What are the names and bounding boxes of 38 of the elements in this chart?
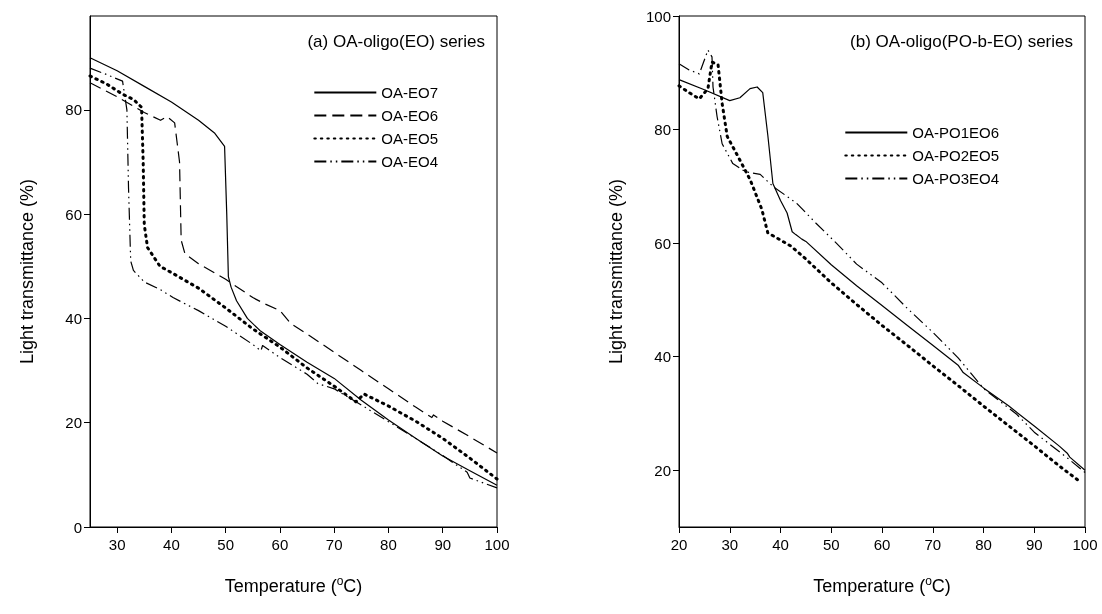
y-tick-label: 80	[654, 121, 671, 139]
legend-label: OA-PO2EO5	[912, 147, 1000, 164]
y-tick-label: 20	[65, 414, 82, 432]
x-tick-label: 100	[1072, 536, 1098, 553]
x-tick-label: 40	[772, 536, 789, 553]
y-tick-label: 60	[65, 205, 82, 223]
legend-label: OA-EO6	[381, 107, 439, 124]
y-tick-label: 40	[654, 348, 671, 366]
legend-label: OA-EO4	[381, 153, 439, 170]
legend-label: OA-EO7	[381, 84, 439, 101]
y-tick-label: 100	[645, 7, 671, 25]
x-tick-label: 100	[484, 536, 510, 553]
text: (a) OA-oligo(EO) series	[307, 32, 486, 51]
y-tick-label: 0	[73, 518, 82, 536]
y-tick-label: 60	[654, 234, 671, 252]
x-tick-label: 80	[380, 536, 397, 553]
x-tick-label: 90	[434, 536, 452, 553]
text: (b) OA-oligo(PO-b-EO) series	[850, 32, 1073, 51]
x-tick-label: 60	[271, 536, 289, 553]
y-axis-title: Light transmittance (%)	[17, 178, 37, 365]
y-tick-label: 40	[65, 309, 82, 327]
legend-label: OA-PO1EO6	[912, 124, 1000, 141]
x-tick-label: 70	[924, 536, 942, 553]
x-tick-label: 80	[975, 536, 992, 553]
x-tick-label: 30	[721, 536, 739, 553]
x-tick-label: 30	[108, 536, 126, 553]
y-tick-label: 80	[65, 101, 82, 119]
x-tick-label: 90	[1025, 536, 1043, 553]
x-tick-label: 50	[217, 536, 235, 553]
y-axis-title: Light transmittance (%)	[606, 178, 626, 365]
x-tick-label: 60	[873, 536, 891, 553]
x-tick-label: 70	[325, 536, 343, 553]
x-tick-label: 50	[822, 536, 840, 553]
x-tick-label: 20	[670, 536, 688, 553]
legend-label: OA-PO3EO4	[912, 170, 1000, 187]
y-tick-label: 20	[654, 461, 671, 479]
x-tick-label: 40	[163, 536, 180, 553]
legend-label: OA-EO5	[381, 130, 439, 147]
